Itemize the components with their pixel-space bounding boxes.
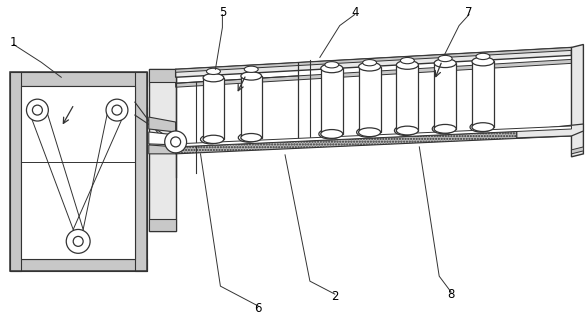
Ellipse shape [319, 129, 340, 139]
Text: 5: 5 [219, 6, 226, 19]
Polygon shape [9, 72, 22, 271]
Polygon shape [149, 218, 176, 231]
Ellipse shape [325, 61, 339, 68]
Polygon shape [22, 86, 135, 259]
Ellipse shape [203, 135, 224, 144]
Ellipse shape [241, 133, 262, 142]
Polygon shape [9, 72, 147, 86]
Circle shape [66, 230, 90, 253]
Polygon shape [203, 78, 224, 139]
Circle shape [112, 105, 122, 115]
Polygon shape [472, 61, 494, 127]
Polygon shape [149, 132, 176, 145]
Circle shape [73, 236, 83, 246]
Polygon shape [176, 59, 572, 87]
Polygon shape [9, 259, 147, 271]
Polygon shape [176, 48, 572, 72]
Ellipse shape [244, 66, 258, 72]
Ellipse shape [321, 64, 343, 73]
Circle shape [165, 131, 187, 153]
Polygon shape [149, 117, 176, 132]
Ellipse shape [244, 136, 252, 139]
Ellipse shape [203, 74, 224, 82]
Ellipse shape [396, 126, 419, 135]
Polygon shape [176, 48, 572, 77]
Circle shape [171, 137, 181, 147]
Ellipse shape [241, 72, 262, 80]
Text: 7: 7 [465, 6, 473, 19]
Circle shape [106, 99, 128, 121]
Text: 4: 4 [351, 6, 359, 19]
Text: 1: 1 [10, 36, 17, 49]
Polygon shape [572, 44, 583, 157]
Ellipse shape [476, 53, 490, 60]
Text: 6: 6 [254, 301, 262, 314]
Ellipse shape [357, 127, 379, 137]
Polygon shape [434, 63, 456, 129]
Polygon shape [517, 124, 583, 138]
Ellipse shape [401, 128, 410, 133]
Polygon shape [149, 69, 176, 82]
Circle shape [26, 99, 48, 121]
Circle shape [32, 105, 42, 115]
Polygon shape [149, 69, 176, 231]
Text: 2: 2 [331, 289, 339, 302]
Ellipse shape [363, 130, 372, 134]
Polygon shape [176, 129, 572, 154]
Ellipse shape [394, 126, 416, 135]
Ellipse shape [207, 68, 220, 74]
Ellipse shape [477, 125, 485, 129]
Ellipse shape [321, 130, 343, 138]
Ellipse shape [472, 57, 494, 66]
Ellipse shape [438, 55, 452, 61]
Ellipse shape [434, 125, 456, 133]
Ellipse shape [207, 138, 214, 141]
Polygon shape [149, 145, 176, 154]
Ellipse shape [359, 62, 380, 71]
Polygon shape [321, 68, 343, 134]
Polygon shape [135, 72, 147, 271]
Ellipse shape [396, 61, 419, 69]
Polygon shape [359, 67, 380, 132]
Ellipse shape [470, 122, 492, 132]
Ellipse shape [363, 60, 376, 66]
Ellipse shape [438, 127, 448, 131]
Polygon shape [572, 147, 583, 154]
Ellipse shape [238, 133, 258, 142]
Ellipse shape [472, 123, 494, 132]
Ellipse shape [434, 59, 456, 68]
Polygon shape [396, 65, 419, 131]
Ellipse shape [325, 132, 334, 136]
Ellipse shape [432, 124, 454, 134]
Polygon shape [241, 76, 262, 138]
Ellipse shape [400, 57, 414, 64]
Ellipse shape [201, 135, 220, 144]
Polygon shape [176, 126, 572, 147]
Text: 8: 8 [447, 288, 455, 301]
Ellipse shape [359, 128, 380, 137]
